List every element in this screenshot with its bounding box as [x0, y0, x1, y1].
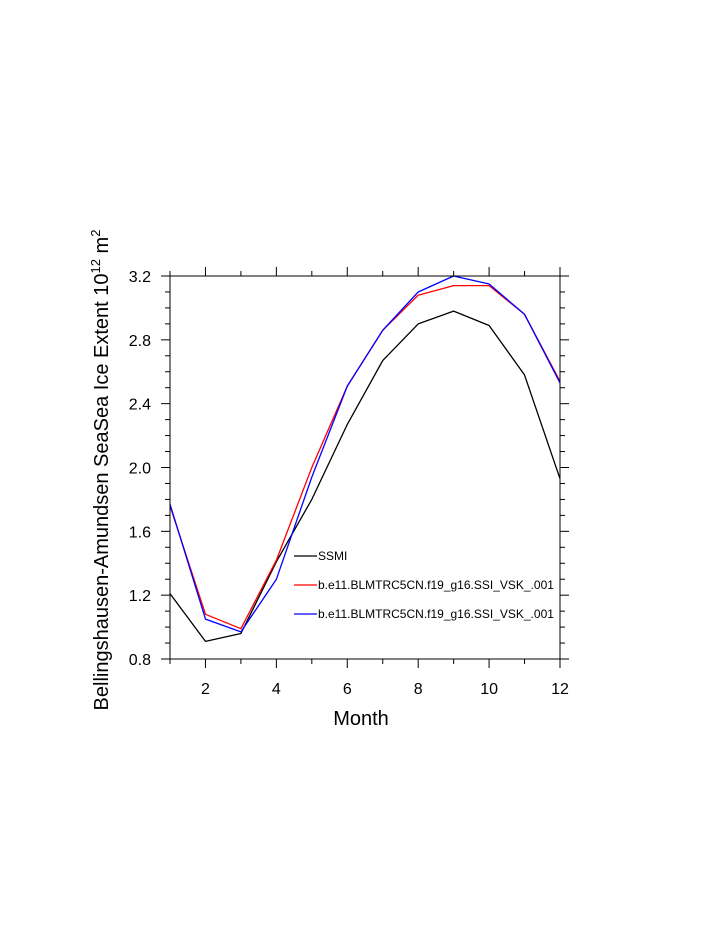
- x-tick-label: 12: [551, 681, 569, 698]
- x-axis-label: Month: [333, 708, 389, 730]
- axes-layer: 2 4 6 8 10 12 0.8 1.2 1.6 2.0 2.4 2.8 3.2: [129, 267, 569, 698]
- y-tick-label: 1.2: [129, 588, 151, 605]
- series-layer: [169, 275, 561, 643]
- legend-label-1: SSMI: [318, 549, 347, 563]
- legend-label-3: b.e11.BLMTRC5CN.f19_g16.SSI_VSK_.001: [318, 607, 554, 621]
- x-tick-label: 4: [272, 681, 281, 698]
- y-axis-label-main: Bellingshausen-Amundsen SeaSea Ice Exten…: [91, 273, 113, 710]
- legend-label-2: b.e11.BLMTRC5CN.f19_g16.SSI_VSK_.001: [318, 578, 554, 592]
- y-tick-label: 3.2: [129, 269, 151, 286]
- y-tick-label: 1.6: [129, 524, 151, 541]
- y-tick-label: 2.0: [129, 461, 151, 478]
- series-line-1: [169, 310, 561, 643]
- y-axis-label-exponent: 12: [88, 259, 103, 273]
- y-axis-label-unit-exponent: 2: [88, 230, 103, 237]
- y-axis-label: Bellingshausen-Amundsen SeaSea Ice Exten…: [88, 230, 113, 711]
- legend: SSMI b.e11.BLMTRC5CN.f19_g16.SSI_VSK_.001…: [294, 549, 554, 621]
- y-tick-label: 2.4: [129, 397, 151, 414]
- x-tick-label: 2: [201, 681, 210, 698]
- plot-frame: [169, 275, 561, 660]
- series-line-3: [169, 275, 561, 633]
- y-tick-label: 0.8: [129, 652, 151, 669]
- y-tick-label: 2.8: [129, 333, 151, 350]
- x-tick-label: 8: [414, 681, 423, 698]
- x-tick-label: 6: [343, 681, 352, 698]
- y-axis-label-unit: m: [91, 237, 113, 259]
- x-tick-label: 10: [480, 681, 498, 698]
